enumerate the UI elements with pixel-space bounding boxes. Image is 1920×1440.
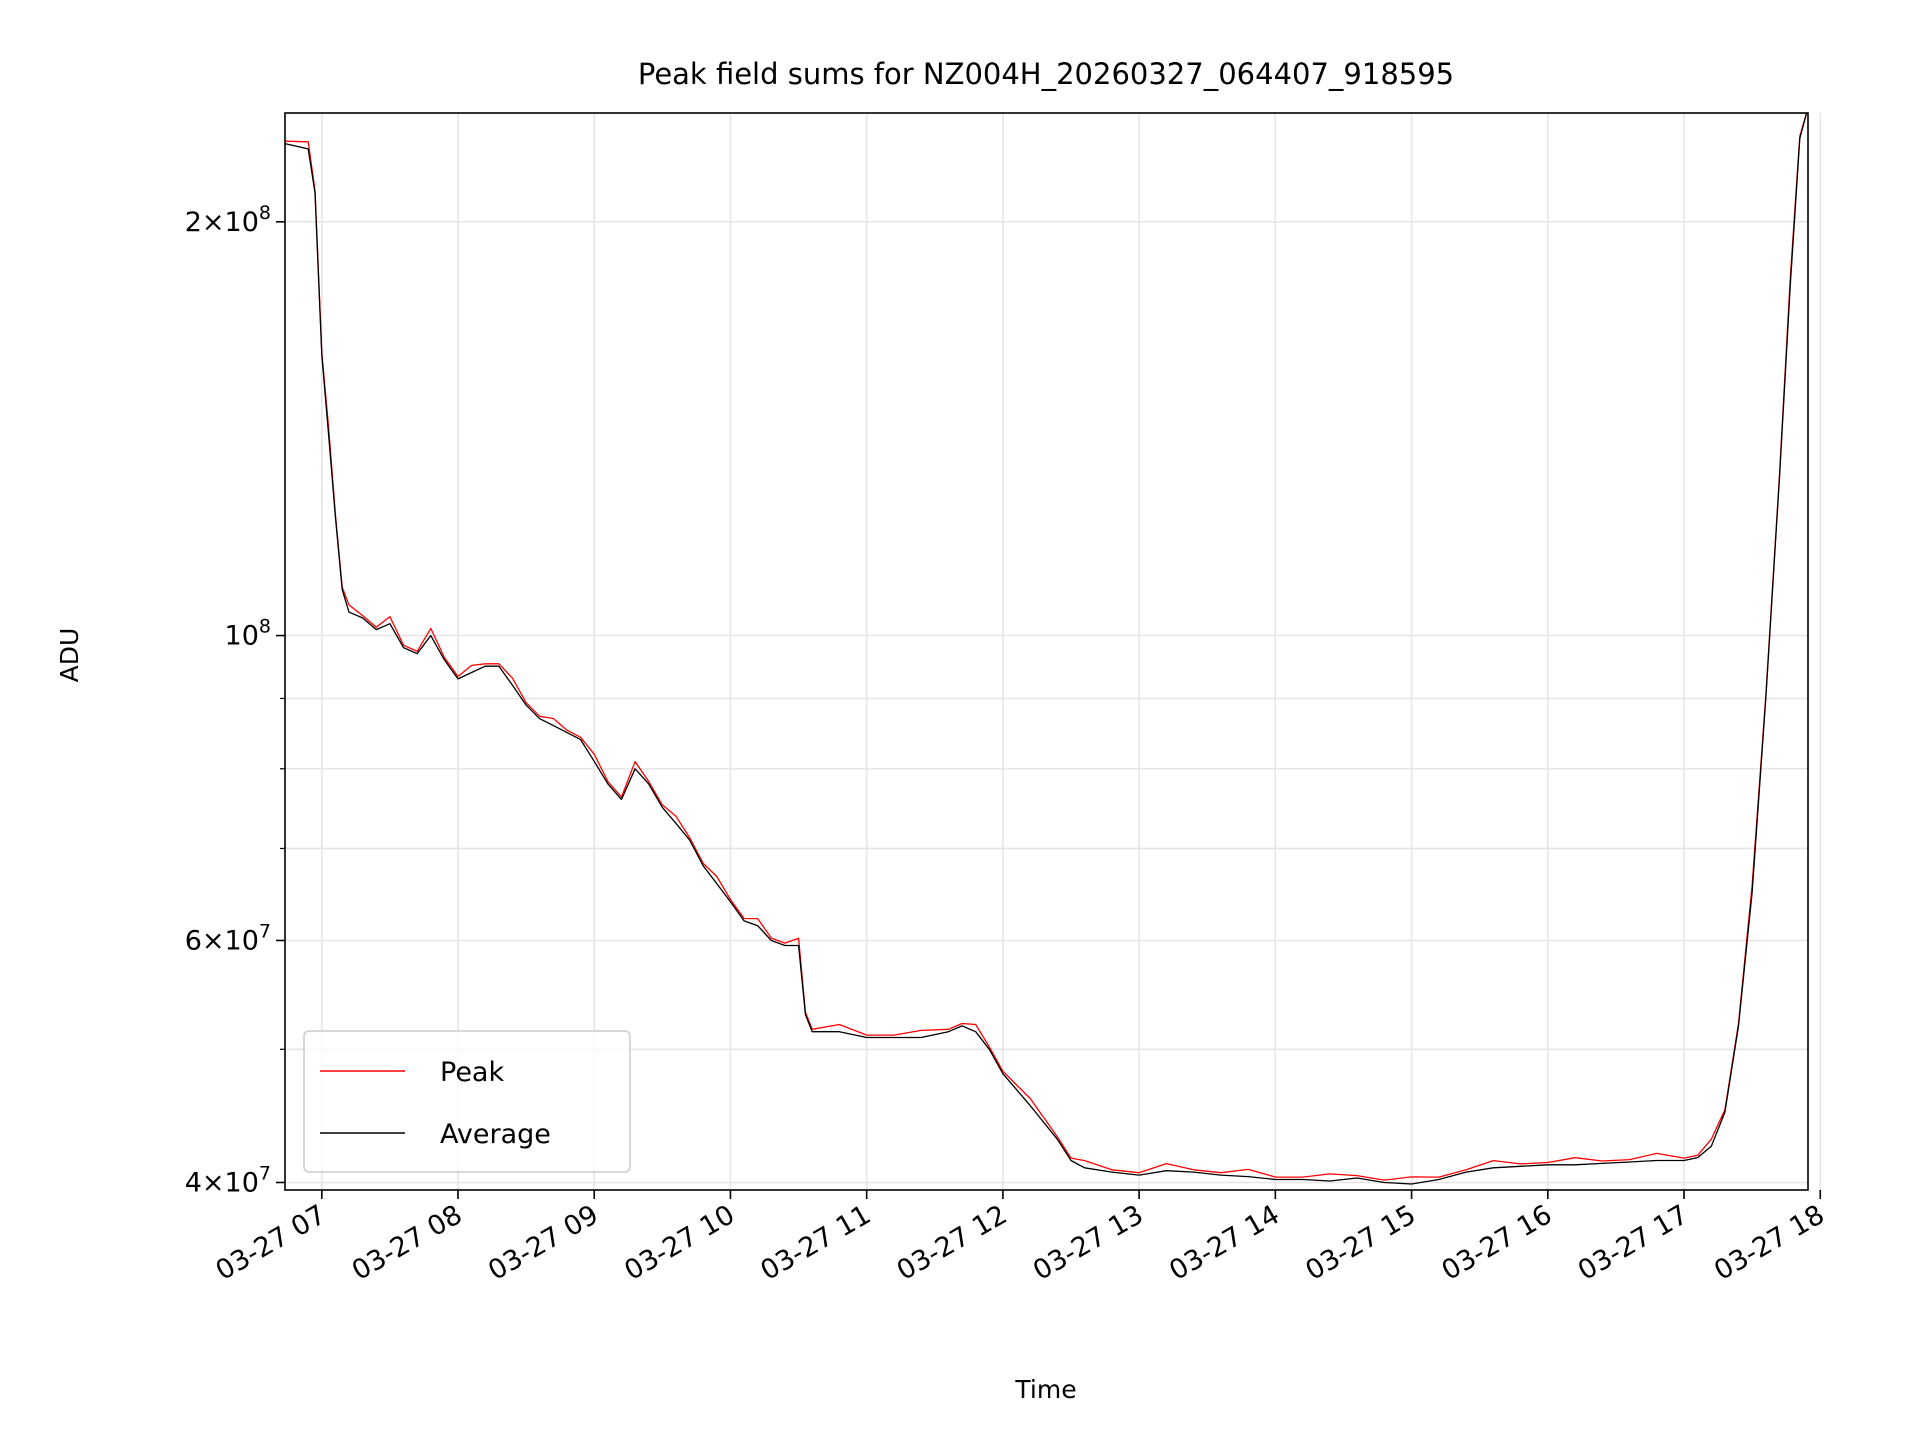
chart-title: Peak field sums for NZ004H_20260327_0644… bbox=[638, 57, 1454, 91]
x-axis: 03-27 07 03-27 08 03-27 09 03-27 10 03-27 11… bbox=[211, 1190, 1830, 1287]
x-tick-label: 03-27 16 bbox=[1437, 1199, 1558, 1287]
plot-frame bbox=[284, 112, 1809, 1191]
series-line-peak bbox=[284, 112, 1808, 1181]
x-tick-label: 03-27 17 bbox=[1573, 1199, 1694, 1287]
legend-label-average: Average bbox=[440, 1119, 551, 1150]
y-tick-label: 4×107 bbox=[185, 1162, 271, 1198]
x-axis-label: Time bbox=[1014, 1375, 1076, 1404]
y-tick-label: 6×107 bbox=[185, 920, 271, 956]
y-tick-label: 2×108 bbox=[185, 202, 271, 238]
x-tick-label: 03-27 15 bbox=[1300, 1199, 1421, 1287]
x-tick-label: 03-27 09 bbox=[483, 1199, 604, 1287]
y-axis: 4×107 6×107 108 2×108 bbox=[185, 202, 285, 1198]
grid bbox=[285, 113, 1822, 1190]
x-tick-label: 03-27 14 bbox=[1164, 1199, 1285, 1287]
x-tick-label: 03-27 11 bbox=[756, 1199, 877, 1287]
x-tick-label: 03-27 10 bbox=[619, 1199, 740, 1287]
legend-label-peak: Peak bbox=[440, 1057, 504, 1088]
x-tick-label: 03-27 18 bbox=[1709, 1199, 1830, 1287]
legend: Peak Average bbox=[303, 1030, 631, 1173]
y-tick-label: 108 bbox=[225, 616, 271, 652]
x-tick-label: 03-27 07 bbox=[211, 1199, 332, 1287]
x-tick-label: 03-27 08 bbox=[347, 1199, 468, 1287]
x-tick-label: 03-27 12 bbox=[892, 1199, 1013, 1287]
y-axis-label: ADU bbox=[55, 628, 84, 683]
series-layer bbox=[284, 112, 1808, 1185]
x-tick-label: 03-27 13 bbox=[1028, 1199, 1149, 1287]
legend-box bbox=[303, 1030, 631, 1173]
series-line-average bbox=[284, 112, 1808, 1185]
